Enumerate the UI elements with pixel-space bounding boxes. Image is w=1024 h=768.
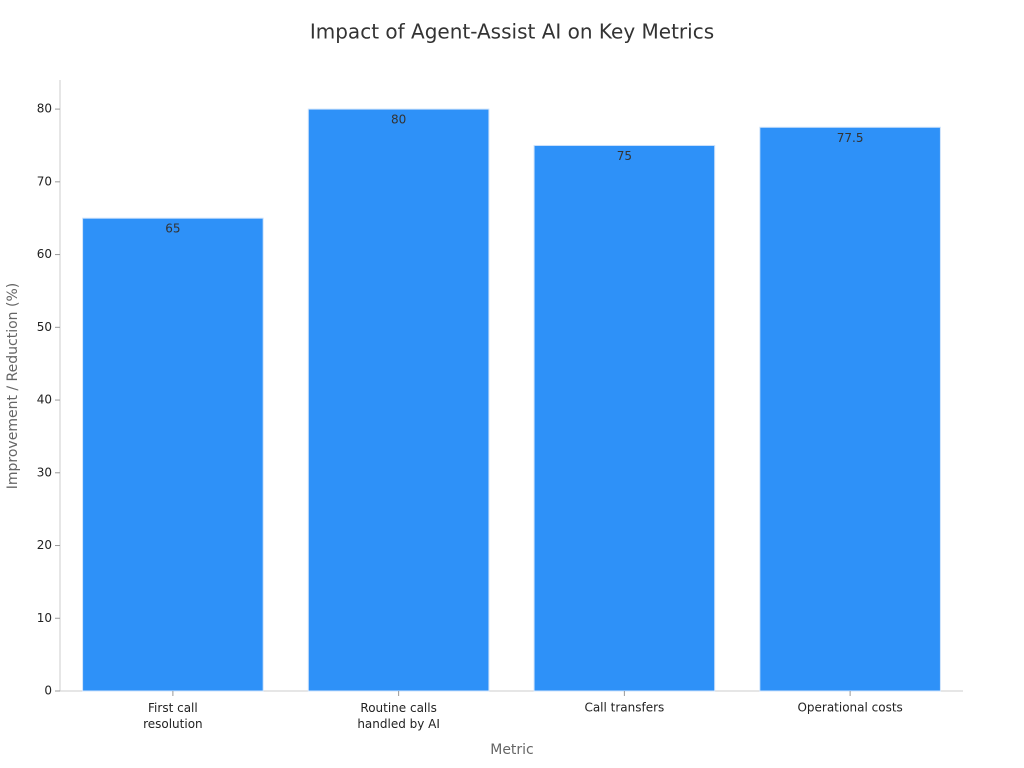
bar (533, 144, 716, 692)
y-tick-label: 80 (37, 102, 52, 116)
bar (82, 217, 264, 692)
x-tick-label: Routine calls handled by AI (357, 701, 440, 731)
y-tick-label: 10 (37, 611, 52, 625)
y-tick-label: 0 (44, 684, 52, 698)
y-tick-label: 70 (37, 174, 52, 188)
y-tick-label: 30 (37, 465, 52, 479)
value-label: 65 (165, 222, 180, 236)
chart-title: Impact of Agent-Assist AI on Key Metrics (310, 20, 714, 44)
bar (759, 126, 941, 692)
x-tick-label: Operational costs (797, 701, 902, 715)
y-tick-label: 60 (37, 247, 52, 261)
y-tick-label: 40 (37, 393, 52, 407)
value-label: 75 (617, 149, 632, 163)
value-label: 80 (391, 113, 406, 127)
x-axis-title: Metric (490, 742, 534, 758)
bar (307, 108, 490, 692)
y-tick-label: 50 (37, 320, 52, 334)
y-axis-title: Improvement / Reduction (%) (5, 283, 21, 489)
x-tick-label: Call transfers (584, 701, 664, 715)
x-tick-label: First call resolution (143, 701, 203, 731)
y-tick-label: 20 (37, 538, 52, 552)
value-label: 77.5 (837, 131, 864, 145)
